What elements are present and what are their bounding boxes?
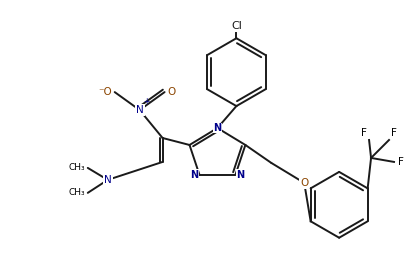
Text: ⁻O: ⁻O — [98, 87, 112, 97]
Text: N: N — [236, 170, 244, 180]
Text: +: + — [144, 97, 150, 106]
Text: F: F — [391, 128, 397, 138]
Text: N: N — [104, 175, 112, 185]
Text: O: O — [300, 178, 308, 188]
Text: N: N — [213, 123, 221, 133]
Text: Cl: Cl — [231, 21, 242, 31]
Text: N: N — [136, 105, 143, 115]
Text: N: N — [190, 170, 198, 180]
Text: F: F — [398, 157, 404, 167]
Text: CH₃: CH₃ — [68, 163, 85, 172]
Text: CH₃: CH₃ — [68, 188, 85, 197]
Text: F: F — [361, 128, 367, 138]
Text: O: O — [168, 87, 176, 97]
